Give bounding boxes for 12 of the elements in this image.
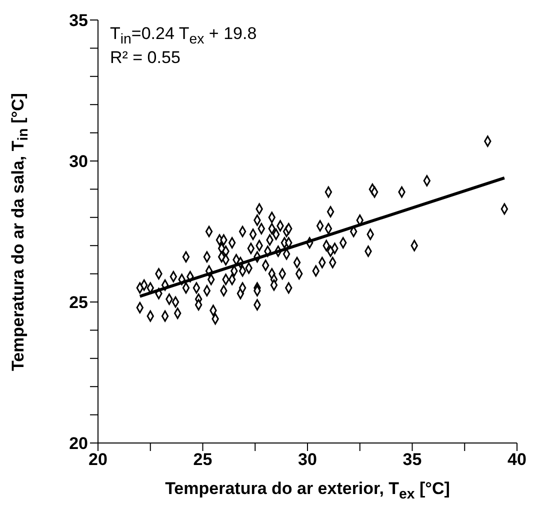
x-tick-label: 20 — [88, 450, 108, 470]
y-tick-label: 35 — [69, 11, 88, 30]
x-tick-label: 30 — [298, 450, 317, 470]
x-tick-label: 40 — [508, 450, 526, 470]
x-tick-label: 35 — [402, 450, 422, 470]
x-axis-title: Temperatura do ar exterior, T$_{ex}$ [°C] — [164, 479, 451, 502]
y-tick-label: 30 — [69, 152, 88, 172]
annotation: T$_{in}$=0.24 T$_{ex}$ + 19.8 — [110, 24, 257, 48]
annotation: R² = 0.55 — [110, 48, 180, 68]
y-tick-label: 20 — [69, 434, 88, 454]
y-tick-label: 25 — [69, 293, 88, 312]
x-tick-label: 25 — [193, 450, 212, 470]
